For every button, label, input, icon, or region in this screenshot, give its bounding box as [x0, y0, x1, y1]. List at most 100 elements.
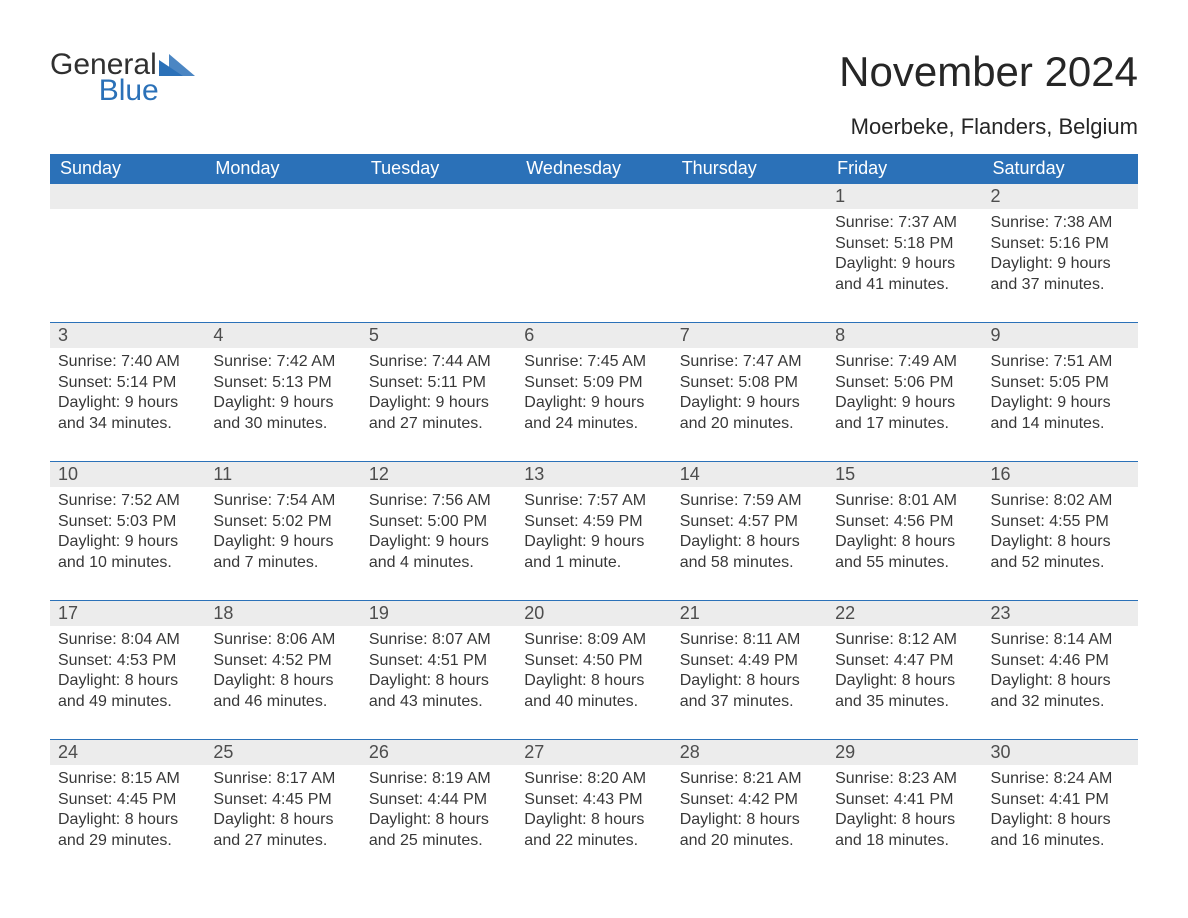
sunset-text: Sunset: 5:09 PM — [524, 373, 663, 393]
day-cell: 21Sunrise: 8:11 AMSunset: 4:49 PMDayligh… — [672, 601, 827, 723]
day-body: Sunrise: 7:49 AMSunset: 5:06 PMDaylight:… — [827, 348, 982, 434]
day-number: 16 — [983, 462, 1138, 487]
day-number: 1 — [827, 184, 982, 209]
day-number: 15 — [827, 462, 982, 487]
daylight-text: Daylight: 8 hours and 37 minutes. — [680, 671, 819, 712]
day-number: 29 — [827, 740, 982, 765]
day-number: 10 — [50, 462, 205, 487]
day-cell — [205, 184, 360, 306]
sunrise-text: Sunrise: 8:01 AM — [835, 491, 974, 511]
brand-mark-icon — [159, 54, 195, 78]
sunset-text: Sunset: 4:46 PM — [991, 651, 1130, 671]
sunset-text: Sunset: 5:08 PM — [680, 373, 819, 393]
day-body: Sunrise: 8:20 AMSunset: 4:43 PMDaylight:… — [516, 765, 671, 851]
sunrise-text: Sunrise: 8:21 AM — [680, 769, 819, 789]
day-cell: 9Sunrise: 7:51 AMSunset: 5:05 PMDaylight… — [983, 323, 1138, 445]
day-number: 30 — [983, 740, 1138, 765]
day-body: Sunrise: 8:06 AMSunset: 4:52 PMDaylight:… — [205, 626, 360, 712]
daylight-text: Daylight: 8 hours and 55 minutes. — [835, 532, 974, 573]
day-number: 7 — [672, 323, 827, 348]
sunset-text: Sunset: 4:49 PM — [680, 651, 819, 671]
weekday-header: Sunday — [50, 154, 205, 184]
day-body: Sunrise: 7:42 AMSunset: 5:13 PMDaylight:… — [205, 348, 360, 434]
day-cell: 4Sunrise: 7:42 AMSunset: 5:13 PMDaylight… — [205, 323, 360, 445]
sunset-text: Sunset: 4:52 PM — [213, 651, 352, 671]
daylight-text: Daylight: 8 hours and 35 minutes. — [835, 671, 974, 712]
day-body — [361, 209, 516, 213]
daylight-text: Daylight: 9 hours and 24 minutes. — [524, 393, 663, 434]
sunrise-text: Sunrise: 8:15 AM — [58, 769, 197, 789]
sunrise-text: Sunrise: 8:20 AM — [524, 769, 663, 789]
day-number: 11 — [205, 462, 360, 487]
sunrise-text: Sunrise: 8:06 AM — [213, 630, 352, 650]
sunrise-text: Sunrise: 7:54 AM — [213, 491, 352, 511]
page-title: November 2024 — [839, 50, 1138, 94]
sunset-text: Sunset: 4:45 PM — [58, 790, 197, 810]
brand-logo: General Blue — [50, 50, 195, 106]
sunset-text: Sunset: 5:14 PM — [58, 373, 197, 393]
day-number: 17 — [50, 601, 205, 626]
day-body — [205, 209, 360, 213]
day-body: Sunrise: 7:38 AMSunset: 5:16 PMDaylight:… — [983, 209, 1138, 295]
sunrise-text: Sunrise: 8:17 AM — [213, 769, 352, 789]
sunset-text: Sunset: 5:06 PM — [835, 373, 974, 393]
week-row: 1Sunrise: 7:37 AMSunset: 5:18 PMDaylight… — [50, 184, 1138, 306]
day-number: 12 — [361, 462, 516, 487]
sunset-text: Sunset: 5:00 PM — [369, 512, 508, 532]
daylight-text: Daylight: 8 hours and 18 minutes. — [835, 810, 974, 851]
sunrise-text: Sunrise: 8:09 AM — [524, 630, 663, 650]
daylight-text: Daylight: 8 hours and 43 minutes. — [369, 671, 508, 712]
daylight-text: Daylight: 8 hours and 29 minutes. — [58, 810, 197, 851]
daylight-text: Daylight: 8 hours and 16 minutes. — [991, 810, 1130, 851]
sunset-text: Sunset: 4:51 PM — [369, 651, 508, 671]
weekday-header-row: SundayMondayTuesdayWednesdayThursdayFrid… — [50, 154, 1138, 184]
daylight-text: Daylight: 8 hours and 32 minutes. — [991, 671, 1130, 712]
sunrise-text: Sunrise: 7:42 AM — [213, 352, 352, 372]
day-body: Sunrise: 8:24 AMSunset: 4:41 PMDaylight:… — [983, 765, 1138, 851]
day-cell: 19Sunrise: 8:07 AMSunset: 4:51 PMDayligh… — [361, 601, 516, 723]
day-number: 8 — [827, 323, 982, 348]
day-number: 23 — [983, 601, 1138, 626]
sunset-text: Sunset: 4:53 PM — [58, 651, 197, 671]
day-number — [516, 184, 671, 209]
day-body: Sunrise: 8:23 AMSunset: 4:41 PMDaylight:… — [827, 765, 982, 851]
daylight-text: Daylight: 8 hours and 52 minutes. — [991, 532, 1130, 573]
weeks-container: 1Sunrise: 7:37 AMSunset: 5:18 PMDaylight… — [50, 184, 1138, 862]
day-number — [361, 184, 516, 209]
sunrise-text: Sunrise: 7:57 AM — [524, 491, 663, 511]
day-number: 25 — [205, 740, 360, 765]
sunset-text: Sunset: 4:41 PM — [835, 790, 974, 810]
day-cell: 14Sunrise: 7:59 AMSunset: 4:57 PMDayligh… — [672, 462, 827, 584]
sunset-text: Sunset: 5:03 PM — [58, 512, 197, 532]
sunset-text: Sunset: 4:50 PM — [524, 651, 663, 671]
sunset-text: Sunset: 5:02 PM — [213, 512, 352, 532]
sunset-text: Sunset: 5:16 PM — [991, 234, 1130, 254]
week-row: 3Sunrise: 7:40 AMSunset: 5:14 PMDaylight… — [50, 322, 1138, 445]
week-row: 10Sunrise: 7:52 AMSunset: 5:03 PMDayligh… — [50, 461, 1138, 584]
day-number: 22 — [827, 601, 982, 626]
day-cell: 3Sunrise: 7:40 AMSunset: 5:14 PMDaylight… — [50, 323, 205, 445]
daylight-text: Daylight: 8 hours and 46 minutes. — [213, 671, 352, 712]
weekday-header: Thursday — [672, 154, 827, 184]
weekday-header: Tuesday — [361, 154, 516, 184]
calendar: SundayMondayTuesdayWednesdayThursdayFrid… — [50, 154, 1138, 862]
sunrise-text: Sunrise: 7:51 AM — [991, 352, 1130, 372]
sunrise-text: Sunrise: 7:38 AM — [991, 213, 1130, 233]
day-body: Sunrise: 7:45 AMSunset: 5:09 PMDaylight:… — [516, 348, 671, 434]
day-cell: 17Sunrise: 8:04 AMSunset: 4:53 PMDayligh… — [50, 601, 205, 723]
daylight-text: Daylight: 8 hours and 27 minutes. — [213, 810, 352, 851]
day-number: 21 — [672, 601, 827, 626]
day-number: 19 — [361, 601, 516, 626]
day-body: Sunrise: 8:14 AMSunset: 4:46 PMDaylight:… — [983, 626, 1138, 712]
day-cell — [672, 184, 827, 306]
sunset-text: Sunset: 5:11 PM — [369, 373, 508, 393]
day-body — [50, 209, 205, 213]
day-number — [50, 184, 205, 209]
day-body: Sunrise: 7:44 AMSunset: 5:11 PMDaylight:… — [361, 348, 516, 434]
daylight-text: Daylight: 8 hours and 20 minutes. — [680, 810, 819, 851]
day-cell: 5Sunrise: 7:44 AMSunset: 5:11 PMDaylight… — [361, 323, 516, 445]
sunset-text: Sunset: 4:55 PM — [991, 512, 1130, 532]
sunrise-text: Sunrise: 7:44 AM — [369, 352, 508, 372]
day-number: 6 — [516, 323, 671, 348]
daylight-text: Daylight: 9 hours and 20 minutes. — [680, 393, 819, 434]
